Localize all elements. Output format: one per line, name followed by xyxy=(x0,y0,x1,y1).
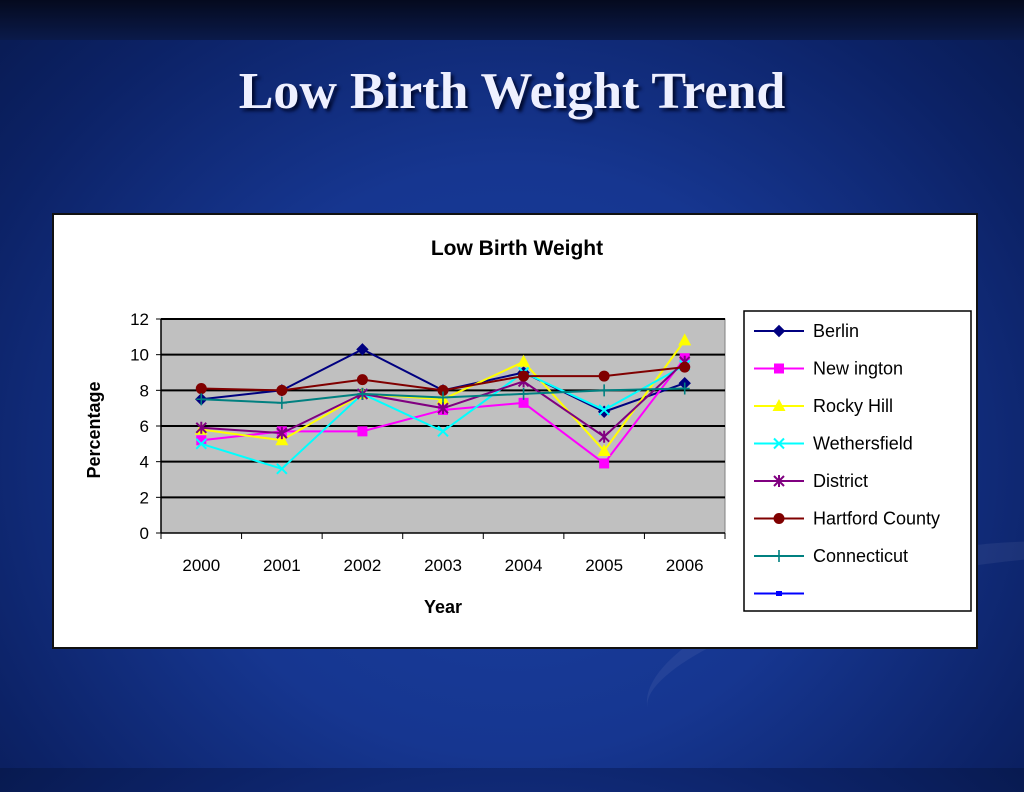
data-point xyxy=(195,383,207,395)
x-tick-label: 2005 xyxy=(585,556,623,575)
data-point xyxy=(599,458,610,469)
data-point xyxy=(196,435,207,446)
data-point xyxy=(598,370,610,382)
data-point xyxy=(679,382,690,395)
x-axis-label: Year xyxy=(424,597,462,617)
data-point xyxy=(518,370,530,382)
legend-entry-label: Hartford County xyxy=(813,509,940,529)
data-point xyxy=(598,430,610,443)
top-band xyxy=(0,0,1024,40)
x-tick-label: 2006 xyxy=(666,556,704,575)
legend-marker xyxy=(774,363,784,374)
data-point xyxy=(276,427,288,440)
data-point xyxy=(276,463,288,475)
y-tick-label: 6 xyxy=(140,417,149,436)
data-point xyxy=(195,438,207,450)
line-chart: Low Birth Weight Percentage Year 0 2 4 6 8 10… xyxy=(84,237,972,617)
data-point xyxy=(356,343,369,356)
data-point xyxy=(437,402,449,415)
y-tick-label: 10 xyxy=(130,346,149,365)
x-tick-label: 2004 xyxy=(505,556,543,575)
data-point xyxy=(357,387,368,400)
y-axis-label: Percentage xyxy=(84,381,104,478)
data-point xyxy=(597,443,611,456)
data-point xyxy=(678,333,692,346)
data-point xyxy=(275,433,289,446)
data-point xyxy=(518,397,529,408)
data-point xyxy=(276,396,287,409)
legend-entry-label: Berlin xyxy=(813,321,859,341)
chart-title: Low Birth Weight xyxy=(431,237,603,260)
x-tick-label: 2003 xyxy=(424,556,462,575)
data-point xyxy=(598,404,610,416)
data-point xyxy=(518,387,529,400)
legend-entry-label: Connecticut xyxy=(813,546,908,566)
x-tick-label: 2002 xyxy=(344,556,382,575)
x-tick-label: 2000 xyxy=(182,556,220,575)
data-point xyxy=(356,374,368,386)
data-point xyxy=(437,425,449,438)
legend-marker xyxy=(773,475,785,487)
data-point xyxy=(196,393,207,406)
y-tick-label: 2 xyxy=(140,488,149,507)
chart-container: Low Birth Weight Percentage Year 0 2 4 6 8 10… xyxy=(52,213,978,649)
y-tick-label: 8 xyxy=(140,381,149,400)
legend xyxy=(743,310,972,612)
data-point xyxy=(195,421,207,434)
data-point xyxy=(438,391,448,404)
data-point xyxy=(599,384,610,397)
slide-title: Low Birth Weight Trend xyxy=(238,63,786,120)
y-tick-label: 0 xyxy=(140,524,149,543)
legend-marker xyxy=(773,513,785,524)
y-tick-label: 12 xyxy=(130,310,149,329)
legend-marker xyxy=(776,591,782,596)
legend-entry-label: District xyxy=(813,471,868,491)
y-tick-label: 4 xyxy=(140,453,149,472)
data-point xyxy=(357,426,368,437)
legend-marker xyxy=(772,399,786,411)
legend-marker xyxy=(773,437,785,450)
data-point xyxy=(517,354,531,367)
data-point xyxy=(276,384,288,396)
legend-entry-label: New ington xyxy=(813,359,903,379)
legend-entry-label: Wethersfield xyxy=(813,434,913,454)
legend-marker xyxy=(774,550,784,562)
data-point xyxy=(679,361,691,373)
data-point xyxy=(437,384,449,396)
x-tick-label: 2001 xyxy=(263,556,301,575)
legend-entry-label: Rocky Hill xyxy=(813,396,893,416)
legend-marker xyxy=(772,324,786,338)
